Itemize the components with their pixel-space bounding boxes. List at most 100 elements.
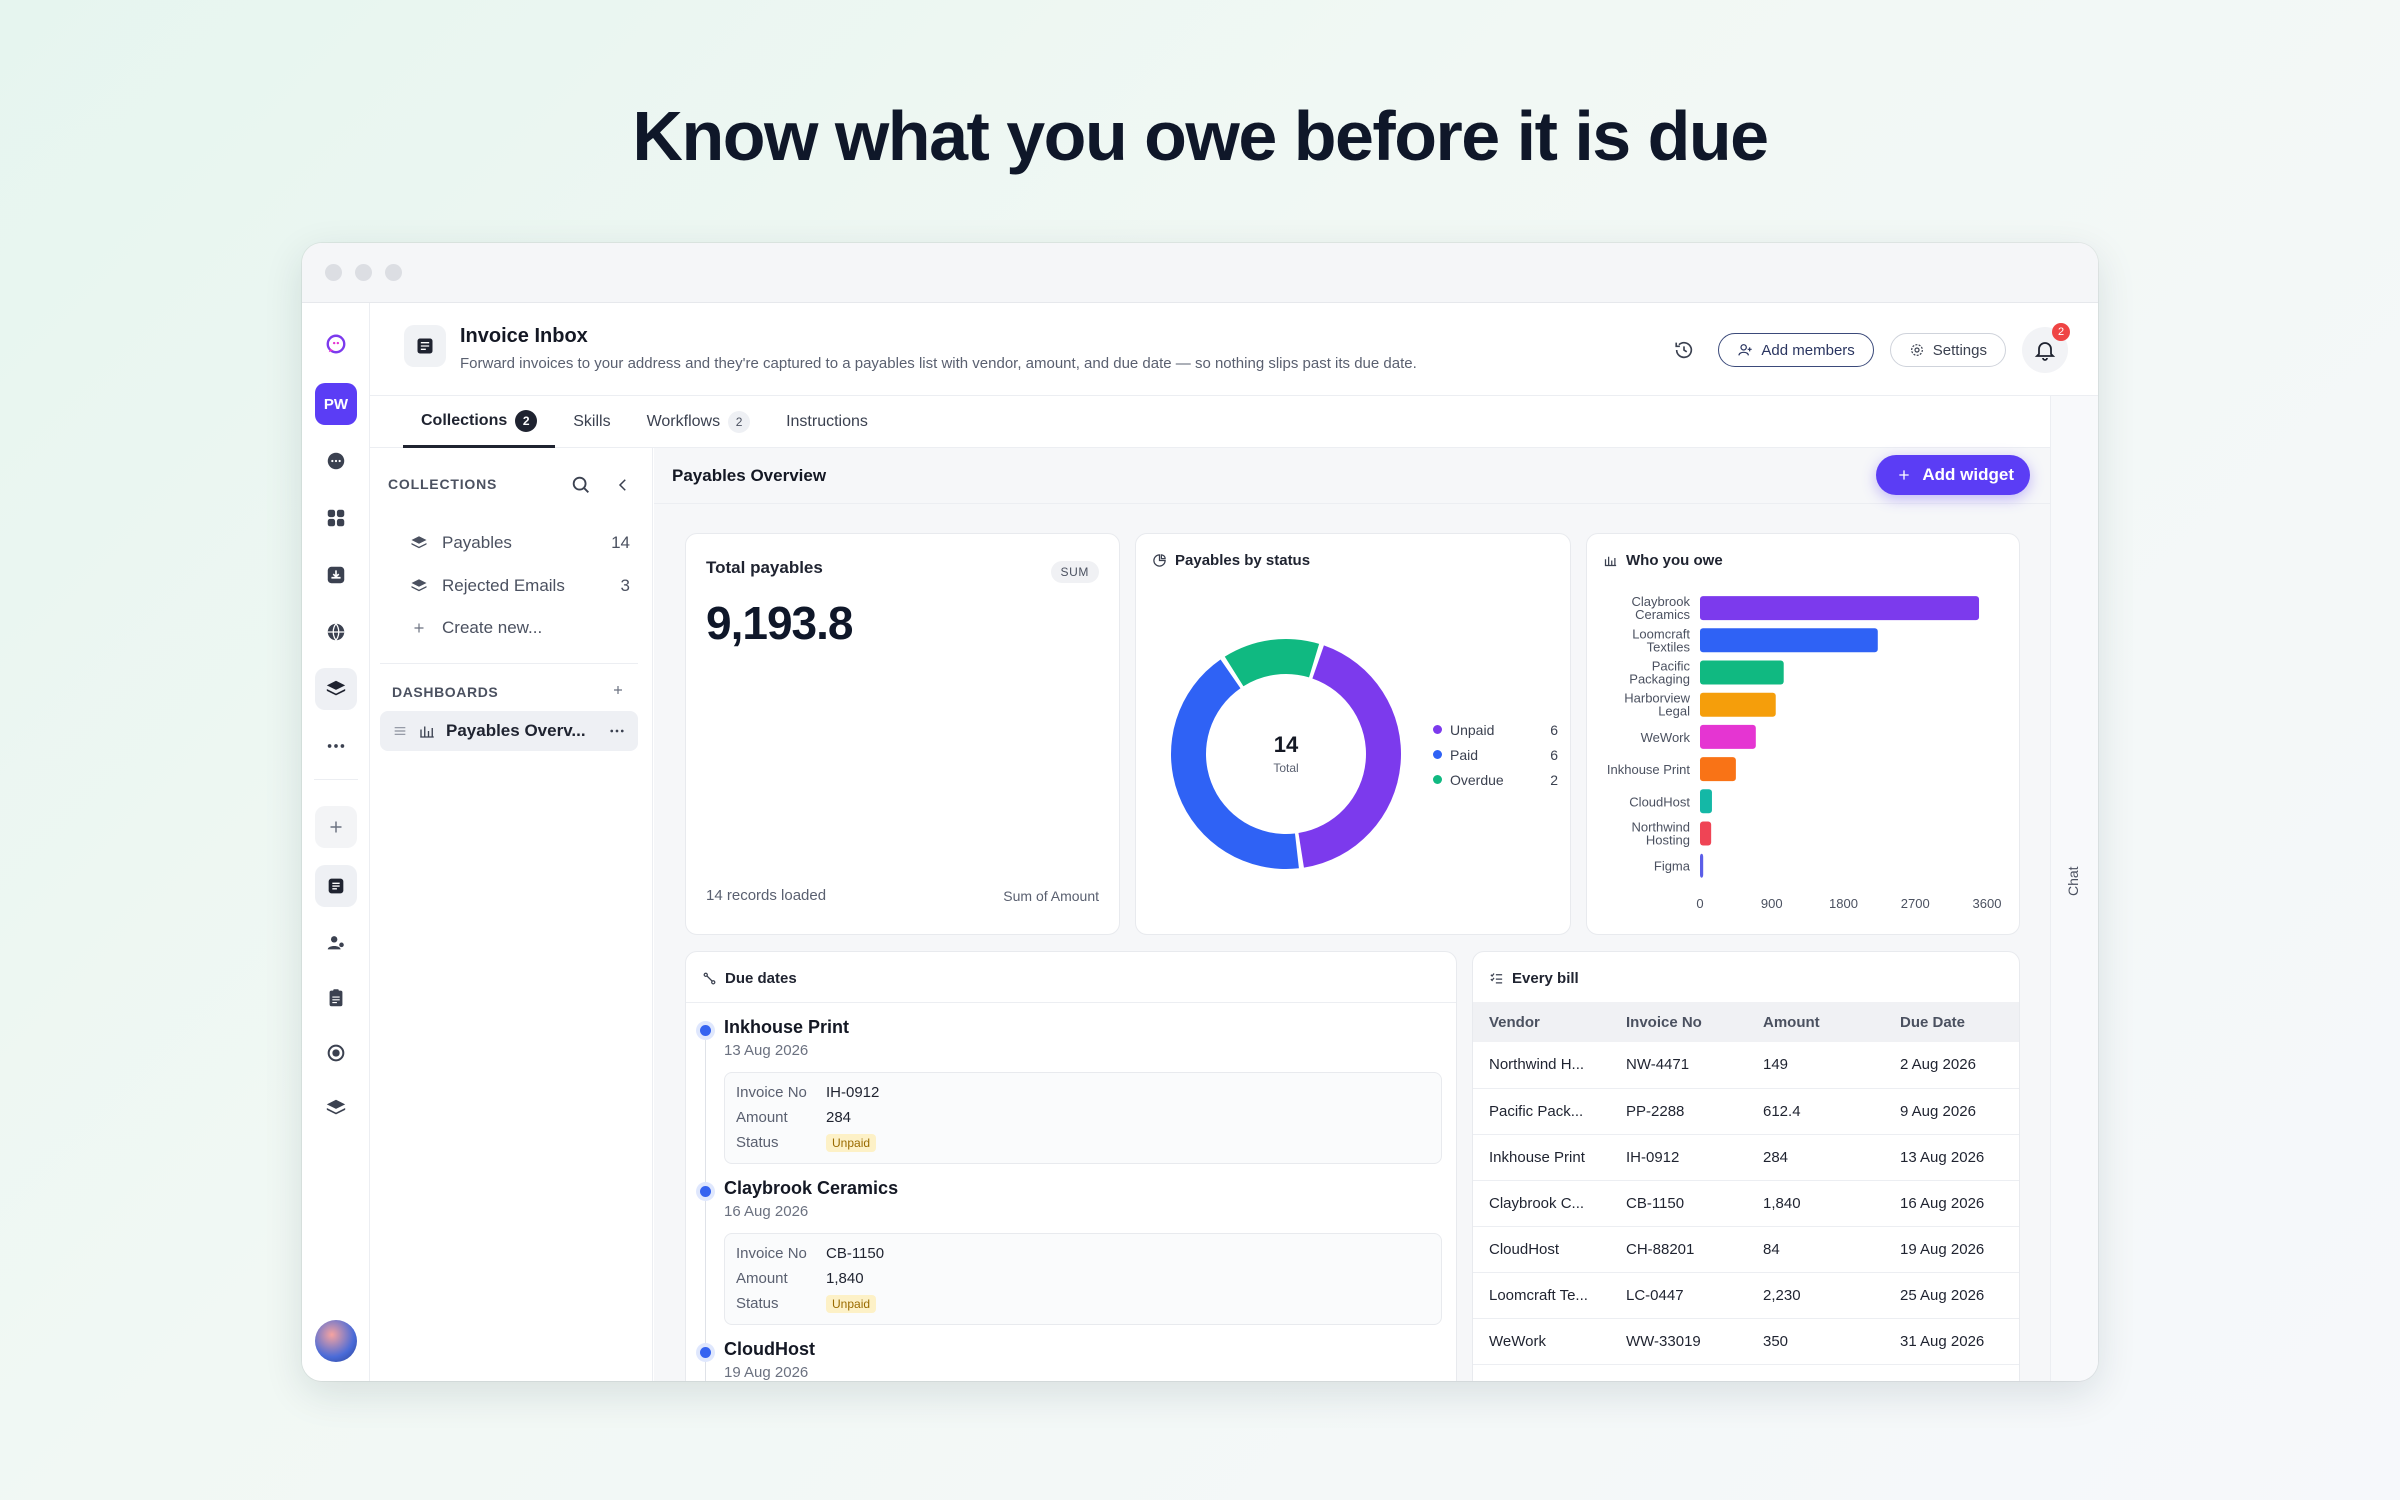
table-row[interactable]: Inkhouse Print IH-0912 284 13 Aug 2026 [1473, 1134, 2019, 1181]
dashboards-heading: DASHBOARDS [392, 684, 499, 700]
x-tick-label: 900 [1761, 896, 1783, 911]
user-avatar[interactable] [315, 1320, 357, 1362]
due-date: 16 Aug 2026 [724, 1203, 809, 1220]
table-header-row: Vendor Invoice No Amount Due Date [1473, 1002, 2019, 1042]
bar[interactable] [1700, 821, 1712, 846]
history-icon[interactable] [1666, 332, 1702, 368]
dashboard-item-payables-overview[interactable]: Payables Overv... [380, 711, 638, 751]
collection-item-payables[interactable]: Payables 14 [410, 533, 630, 553]
bar[interactable] [1700, 853, 1704, 878]
amount-value: 1,840 [826, 1270, 864, 1287]
table-row[interactable]: WeWork WW-33019 350 31 Aug 2026 [1473, 1318, 2019, 1365]
bar[interactable] [1700, 757, 1736, 782]
apps-grid-icon[interactable] [315, 497, 357, 539]
add-widget-button[interactable]: Add widget [1876, 455, 2030, 495]
globe-icon[interactable] [315, 611, 357, 653]
more-options-icon[interactable] [608, 722, 626, 740]
donut-slice-unpaid[interactable] [1298, 645, 1401, 868]
logo-icon[interactable] [315, 323, 357, 365]
add-app-icon[interactable] [315, 806, 357, 848]
more-icon[interactable] [315, 725, 357, 767]
card-title: Who you owe [1626, 552, 1723, 569]
notifications-button[interactable]: 2 [2022, 323, 2070, 373]
window-minimize-dot[interactable] [355, 264, 372, 281]
donut-slice-overdue[interactable] [1224, 639, 1320, 687]
bar-category-label: CloudHost [1629, 794, 1690, 809]
table-cell: WW-33019 [1610, 1318, 1747, 1365]
create-new-label: Create new... [442, 618, 543, 637]
tab-skills[interactable]: Skills [555, 396, 628, 448]
table-cell: LC-0447 [1610, 1272, 1747, 1319]
column-header[interactable]: Vendor [1473, 1002, 1610, 1042]
table-row[interactable]: Claybrook C... CB-1150 1,840 16 Aug 2026 [1473, 1180, 2019, 1227]
donut-slice-paid[interactable] [1171, 659, 1299, 869]
status-pill: Unpaid [826, 1295, 877, 1313]
invoice-app-icon[interactable] [315, 865, 357, 907]
layers-icon[interactable] [315, 668, 357, 710]
contacts-icon[interactable] [315, 922, 357, 964]
window-maximize-dot[interactable] [385, 264, 402, 281]
add-dashboard-icon[interactable] [610, 682, 626, 698]
tab-collections[interactable]: Collections 2 [403, 396, 556, 448]
field-label: Status [736, 1134, 779, 1151]
due-dates-card[interactable]: Due dates Inkhouse Print 13 Aug 2026 Inv… [685, 951, 1457, 1381]
table-row[interactable]: Northwind H... NW-4471 149 2 Aug 2026 [1473, 1042, 2019, 1089]
legend-label: Paid [1450, 746, 1479, 763]
bar[interactable] [1700, 628, 1878, 653]
total-payables-card[interactable]: Total payables SUM 9,193.8 14 records lo… [685, 533, 1120, 935]
bar[interactable] [1700, 724, 1756, 749]
collapse-chevron-icon[interactable] [614, 476, 632, 494]
due-vendor: CloudHost [724, 1339, 815, 1359]
tab-workflows[interactable]: Workflows 2 [629, 396, 769, 448]
table-row[interactable]: Pacific Pack... PP-2288 612.4 9 Aug 2026 [1473, 1088, 2019, 1135]
workspace-avatar[interactable]: PW [315, 383, 357, 425]
every-bill-card[interactable]: Every bill Vendor Invoice No Amount Due … [1472, 951, 2020, 1381]
add-members-button[interactable]: Add members [1718, 333, 1874, 367]
due-details: Invoice No IH-0912 Amount 284 Status Unpaid [724, 1072, 1442, 1164]
legend-item[interactable]: Unpaid 6 [1433, 717, 1558, 742]
table-cell: WeWork [1473, 1318, 1610, 1365]
legend-item[interactable]: Paid 6 [1433, 742, 1558, 767]
add-widget-label: Add widget [1922, 465, 2014, 484]
create-new-collection[interactable]: Create new... [410, 618, 630, 638]
notification-badge: 2 [2052, 323, 2070, 341]
table-cell: Loomcraft Te... [1473, 1272, 1610, 1319]
invoice-value: CB-1150 [826, 1245, 885, 1262]
collection-item-rejected-emails[interactable]: Rejected Emails 3 [410, 576, 630, 596]
sum-badge: SUM [1050, 561, 1099, 583]
dashboard-label: Payables Overv... [446, 721, 586, 740]
target-icon[interactable] [315, 1032, 357, 1074]
stack-icon[interactable] [315, 1087, 357, 1129]
settings-button[interactable]: Settings [1889, 333, 2006, 367]
inbox-tray-icon[interactable] [315, 554, 357, 596]
table-cell: 1,840 [1747, 1180, 1884, 1227]
payables-by-status-card[interactable]: Payables by status 14 Total Unpaid 6 Paid 6… [1135, 533, 1571, 935]
app-title: Invoice Inbox [460, 325, 588, 347]
bar[interactable] [1700, 789, 1712, 814]
column-header[interactable]: Due Date [1884, 1002, 2019, 1042]
chat-sidebar[interactable]: Chat [2050, 396, 2098, 1381]
table-row[interactable]: Loomcraft Te... LC-0447 2,230 25 Aug 2026 [1473, 1272, 2019, 1319]
bar[interactable] [1700, 596, 1980, 621]
timeline-dot [700, 1025, 711, 1036]
column-header[interactable]: Invoice No [1610, 1002, 1747, 1042]
search-icon[interactable] [570, 474, 592, 496]
bar-category-label: Inkhouse Print [1607, 762, 1690, 777]
chat-icon[interactable] [315, 440, 357, 482]
table-cell: 2 Aug 2026 [1884, 1042, 2019, 1089]
tab-instructions[interactable]: Instructions [768, 396, 886, 448]
window-close-dot[interactable] [325, 264, 342, 281]
table-row[interactable]: CloudHost CH-88201 84 19 Aug 2026 [1473, 1226, 2019, 1273]
tab-label: Collections [421, 411, 508, 429]
plus-icon [414, 623, 424, 633]
tab-label: Instructions [786, 413, 868, 430]
bar[interactable] [1700, 692, 1776, 717]
drag-handle-icon[interactable] [392, 723, 408, 739]
add-members-label: Add members [1761, 341, 1855, 359]
column-header[interactable]: Amount [1747, 1002, 1884, 1042]
bar[interactable] [1700, 660, 1784, 685]
legend-item[interactable]: Overdue 2 [1433, 767, 1558, 792]
who-you-owe-card[interactable]: Who you owe Claybrook Ceramics Loomcraft Te… [1586, 533, 2020, 935]
collection-label: Payables [442, 533, 512, 552]
clipboard-icon[interactable] [315, 977, 357, 1019]
